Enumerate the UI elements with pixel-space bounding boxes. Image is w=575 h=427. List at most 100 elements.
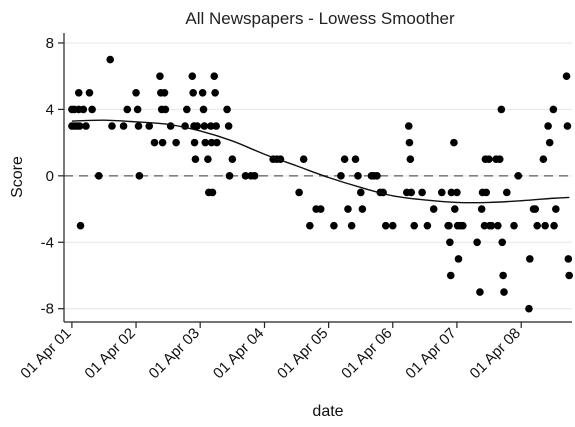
y-tick-label: 4 [46, 101, 54, 118]
data-point [373, 172, 381, 180]
data-point [133, 105, 142, 114]
data-point [495, 155, 504, 164]
data-point [150, 138, 159, 147]
data-point [381, 221, 390, 230]
data-point [75, 122, 84, 130]
x-tick-label: 01 Apr 08 [467, 325, 524, 382]
data-point [108, 122, 116, 130]
data-point [405, 138, 414, 147]
data-point [172, 138, 180, 147]
data-point [526, 255, 534, 263]
data-point [498, 238, 507, 247]
data-point [480, 221, 489, 230]
data-point [487, 221, 496, 230]
data-point [550, 221, 558, 230]
data-point [494, 221, 502, 230]
data-point [337, 172, 345, 180]
data-point [213, 138, 221, 147]
y-tick-label: -4 [41, 234, 54, 251]
data-point [161, 105, 170, 114]
data-point [514, 172, 523, 180]
data-point [160, 88, 169, 97]
x-axis-title: date [312, 403, 343, 420]
data-point [356, 188, 365, 197]
data-point [299, 155, 308, 164]
data-point [119, 122, 128, 130]
data-point [199, 105, 208, 114]
data-point [295, 188, 303, 197]
lowess-smoother-line [71, 119, 570, 204]
data-point [198, 88, 207, 97]
data-point [347, 221, 356, 230]
data-point [388, 221, 397, 230]
axes [58, 33, 572, 328]
data-point [473, 238, 481, 247]
y-tick-label: 0 [46, 168, 54, 185]
data-point [188, 72, 197, 80]
data-point [82, 122, 90, 130]
y-tick-label: 8 [46, 35, 54, 52]
data-point [207, 138, 216, 147]
data-point [497, 105, 506, 114]
data-point [541, 221, 549, 230]
data-point [132, 88, 140, 97]
data-point [316, 205, 325, 213]
data-point [189, 88, 197, 97]
data-point [407, 188, 416, 197]
data-point [485, 155, 493, 164]
data-point [191, 155, 200, 164]
data-point [79, 105, 88, 114]
data-point [344, 205, 352, 213]
x-tick-label: 01 Apr 07 [402, 325, 459, 382]
y-axis-title: Score [9, 156, 26, 198]
data-point [445, 221, 453, 230]
data-point [539, 155, 548, 164]
data-point [135, 172, 144, 180]
data-point [210, 72, 219, 80]
data-point [193, 122, 201, 130]
data-point [306, 221, 314, 230]
data-point [351, 155, 360, 164]
data-point [565, 271, 573, 280]
data-point [88, 105, 96, 114]
data-point [212, 122, 220, 130]
data-point [190, 138, 199, 147]
data-point [145, 122, 154, 130]
data-point [450, 138, 458, 147]
x-tick-label: 01 Apr 03 [146, 325, 203, 382]
data-point [482, 188, 491, 197]
data-point [563, 122, 572, 130]
data-point [223, 105, 231, 114]
grid [64, 42, 572, 310]
y-tick-labels: -8 -4 0 4 8 [41, 35, 54, 318]
scatter-points [68, 55, 573, 313]
data-point [500, 288, 508, 296]
data-point [562, 72, 571, 80]
data-point [225, 172, 234, 180]
data-point [201, 138, 210, 147]
data-point [340, 155, 349, 164]
data-point [250, 172, 259, 180]
data-point [200, 122, 209, 130]
data-point [437, 188, 446, 197]
data-point [183, 105, 191, 114]
data-point [503, 188, 511, 197]
data-point [510, 221, 518, 230]
data-point [447, 188, 456, 197]
data-point [545, 138, 554, 147]
data-point [123, 105, 132, 114]
data-point [204, 155, 212, 164]
data-point [531, 205, 540, 213]
data-point [549, 105, 558, 114]
x-tick-label: 01 Apr 06 [338, 325, 395, 382]
data-point [330, 221, 338, 230]
data-point [477, 205, 486, 213]
data-point [525, 304, 533, 313]
data-point [454, 255, 463, 263]
data-point [406, 155, 415, 164]
data-point [418, 188, 426, 197]
data-point [106, 55, 115, 64]
data-point [211, 88, 219, 97]
data-point [76, 221, 85, 230]
data-point [228, 155, 237, 164]
